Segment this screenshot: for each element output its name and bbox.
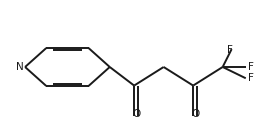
Text: O: O (191, 109, 199, 119)
Text: O: O (132, 109, 140, 119)
Text: F: F (248, 62, 254, 72)
Text: F: F (248, 73, 254, 83)
Text: N: N (16, 62, 24, 72)
Text: F: F (227, 45, 233, 55)
